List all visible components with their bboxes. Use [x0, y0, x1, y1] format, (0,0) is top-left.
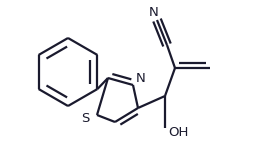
Text: N: N: [136, 71, 146, 84]
Text: S: S: [81, 112, 89, 125]
Text: N: N: [149, 6, 159, 19]
Text: OH: OH: [168, 127, 188, 140]
